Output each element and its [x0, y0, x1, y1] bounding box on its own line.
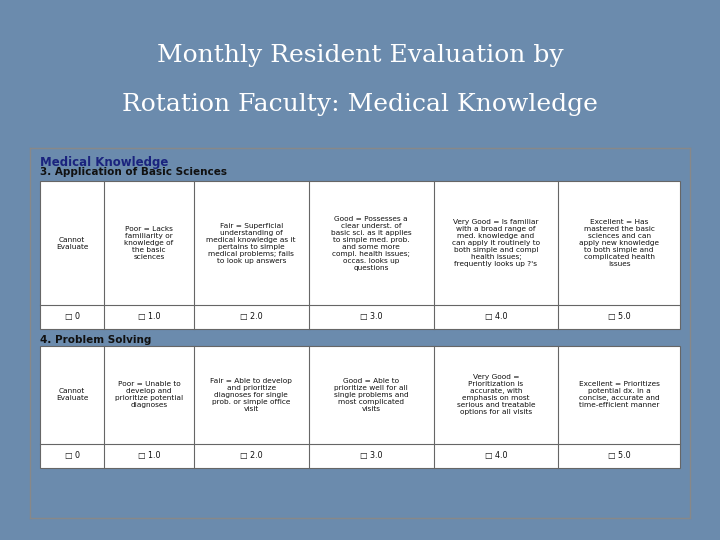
Text: Rotation Faculty: Medical Knowledge: Rotation Faculty: Medical Knowledge	[122, 93, 598, 117]
Text: □ 3.0: □ 3.0	[360, 313, 382, 321]
Text: □ 1.0: □ 1.0	[138, 313, 160, 321]
Text: Poor = Lacks
familiarity or
knowledge of
the basic
sciences: Poor = Lacks familiarity or knowledge of…	[125, 226, 174, 260]
Text: Excellent = Prioritizes
potential dx. in a
concise, accurate and
time-efficient : Excellent = Prioritizes potential dx. in…	[579, 381, 660, 408]
Text: Monthly Resident Evaluation by: Monthly Resident Evaluation by	[157, 44, 563, 67]
Text: □ 5.0: □ 5.0	[608, 313, 631, 321]
Text: Good = Able to
prioritize well for all
single problems and
most complicated
visi: Good = Able to prioritize well for all s…	[334, 377, 408, 411]
Text: □ 3.0: □ 3.0	[360, 451, 382, 460]
Text: Good = Possesses a
clear underst. of
basic sci. as it applies
to simple med. pro: Good = Possesses a clear underst. of bas…	[331, 215, 412, 271]
Text: Very Good = Is familiar
with a broad range of
med. knowledge and
can apply it ro: Very Good = Is familiar with a broad ran…	[452, 219, 540, 267]
Text: Very Good =
Prioritization is
accurate, with
emphasis on most
serious and treata: Very Good = Prioritization is accurate, …	[456, 374, 535, 415]
Text: 3. Application of Basic Sciences: 3. Application of Basic Sciences	[40, 167, 227, 177]
Text: Cannot
Evaluate: Cannot Evaluate	[56, 388, 89, 401]
Text: Medical Knowledge: Medical Knowledge	[40, 156, 168, 169]
Text: □ 0: □ 0	[65, 313, 80, 321]
Bar	[40, 181, 680, 329]
Text: □ 2.0: □ 2.0	[240, 313, 263, 321]
Text: □ 1.0: □ 1.0	[138, 451, 160, 460]
Text: □ 5.0: □ 5.0	[608, 451, 631, 460]
Text: Excellent = Has
mastered the basic
sciences and can
apply new knowledge
to both : Excellent = Has mastered the basic scien…	[579, 219, 659, 267]
Text: □ 0: □ 0	[65, 451, 80, 460]
Text: Cannot
Evaluate: Cannot Evaluate	[56, 237, 89, 249]
Text: □ 4.0: □ 4.0	[485, 451, 507, 460]
Text: Poor = Unable to
develop and
prioritize potential
diagnoses: Poor = Unable to develop and prioritize …	[114, 381, 183, 408]
Text: 4. Problem Solving: 4. Problem Solving	[40, 335, 151, 345]
Bar	[40, 346, 680, 468]
Text: □ 2.0: □ 2.0	[240, 451, 263, 460]
Text: □ 4.0: □ 4.0	[485, 313, 507, 321]
Text: Fair = Superficial
understanding of
medical knowledge as it
pertains to simple
m: Fair = Superficial understanding of medi…	[207, 222, 296, 264]
Text: Fair = Able to develop
and prioritize
diagnoses for single
prob. or simple offic: Fair = Able to develop and prioritize di…	[210, 377, 292, 411]
